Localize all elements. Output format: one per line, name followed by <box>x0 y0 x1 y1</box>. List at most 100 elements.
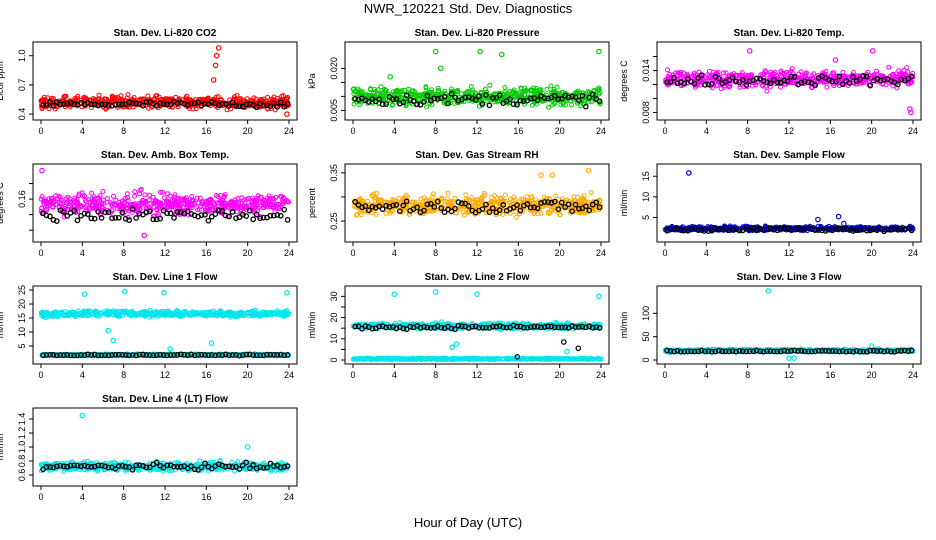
outlier-point <box>141 232 148 239</box>
data-point <box>504 95 510 101</box>
outlier-point <box>832 57 839 63</box>
x-tick-label: 12 <box>472 126 482 136</box>
data-point <box>389 102 395 108</box>
data-point <box>171 197 177 203</box>
mean-point <box>143 352 150 358</box>
mean-point <box>47 213 53 220</box>
mean-point <box>43 102 50 108</box>
mean-point <box>798 226 805 233</box>
mean-point <box>81 352 88 359</box>
data-point <box>238 310 244 316</box>
mean-point <box>850 228 856 234</box>
mean-point <box>78 352 84 358</box>
mean-point <box>565 94 572 101</box>
mean-point <box>390 96 396 103</box>
mean-point <box>832 226 839 232</box>
data-point <box>118 309 124 315</box>
mean-point <box>524 201 531 207</box>
data-point <box>160 189 166 195</box>
mean-point <box>691 80 698 87</box>
data-point <box>463 192 469 198</box>
data-point <box>169 311 175 317</box>
data-point <box>557 212 563 218</box>
mean-point <box>562 204 569 210</box>
data-point <box>72 203 78 209</box>
mean-point <box>157 351 164 358</box>
x-tick-label: 4 <box>392 248 397 258</box>
mean-point <box>489 95 496 101</box>
mean-point <box>157 215 164 222</box>
data-point <box>52 311 58 317</box>
mean-point <box>253 211 260 218</box>
outlier-point <box>121 288 128 295</box>
data-point <box>58 311 64 317</box>
mean-point <box>219 101 226 107</box>
mean-point <box>270 212 277 219</box>
data-point <box>92 200 98 206</box>
data-point <box>111 193 116 199</box>
mean-point <box>671 74 677 81</box>
mean-point <box>71 101 77 108</box>
data-point <box>501 91 507 97</box>
data-point <box>901 67 907 73</box>
data-point <box>79 190 85 196</box>
mean-point <box>53 218 60 224</box>
mean-point <box>788 73 794 80</box>
data-point <box>846 77 852 83</box>
data-point <box>114 311 120 317</box>
mean-point <box>452 205 458 212</box>
data-point <box>78 97 84 103</box>
mean-point <box>770 76 777 83</box>
data-point <box>153 93 159 99</box>
panel-sample-flow: Stan. Dev. Sample Flow ml/min 0 4 8 12 16 20 24 5… <box>617 148 927 262</box>
data-point <box>723 70 729 76</box>
mean-point <box>739 77 746 83</box>
mean-point <box>545 199 551 205</box>
mean-point <box>109 215 115 222</box>
data-point <box>555 93 561 99</box>
mean-point <box>219 208 226 214</box>
mean-point <box>383 101 389 107</box>
data-point <box>147 192 153 198</box>
mean-point <box>770 226 777 233</box>
mean-point <box>64 100 71 107</box>
data-point <box>50 310 55 316</box>
mean-point <box>267 351 274 358</box>
y-axis-label: degrees C <box>619 60 629 102</box>
y-tick-label: 10 <box>641 192 651 202</box>
mean-point <box>708 81 715 87</box>
mean-point <box>102 101 108 108</box>
mean-point <box>576 205 582 212</box>
y-tick-label: 0.014 <box>641 59 651 82</box>
x-tick-label: 0 <box>662 126 667 136</box>
x-tick-label: 4 <box>704 126 709 136</box>
data-point <box>138 186 144 192</box>
data-point <box>402 96 407 102</box>
data-point <box>241 310 247 316</box>
data-point <box>137 200 143 206</box>
data-point <box>380 94 386 100</box>
data-point <box>355 86 361 92</box>
data-point <box>702 78 708 84</box>
mean-point <box>551 198 558 205</box>
mean-point <box>476 93 482 100</box>
outlier-point <box>284 290 290 296</box>
mean-point <box>400 99 407 106</box>
data-point <box>282 313 288 319</box>
y-tick-label: 0.25 <box>329 212 339 230</box>
data-point <box>104 196 110 201</box>
mean-point <box>102 209 108 216</box>
mean-point <box>243 351 250 358</box>
mean-point <box>146 352 153 358</box>
mean-point <box>243 101 250 108</box>
data-point <box>236 200 242 206</box>
data-point <box>493 212 499 218</box>
mean-point <box>791 74 798 80</box>
data-point <box>748 72 754 78</box>
data-point <box>249 198 255 204</box>
mean-point <box>105 209 112 216</box>
mean-point <box>215 207 222 214</box>
data-point <box>429 87 434 93</box>
mean-point <box>472 97 479 103</box>
data-point <box>383 88 389 94</box>
